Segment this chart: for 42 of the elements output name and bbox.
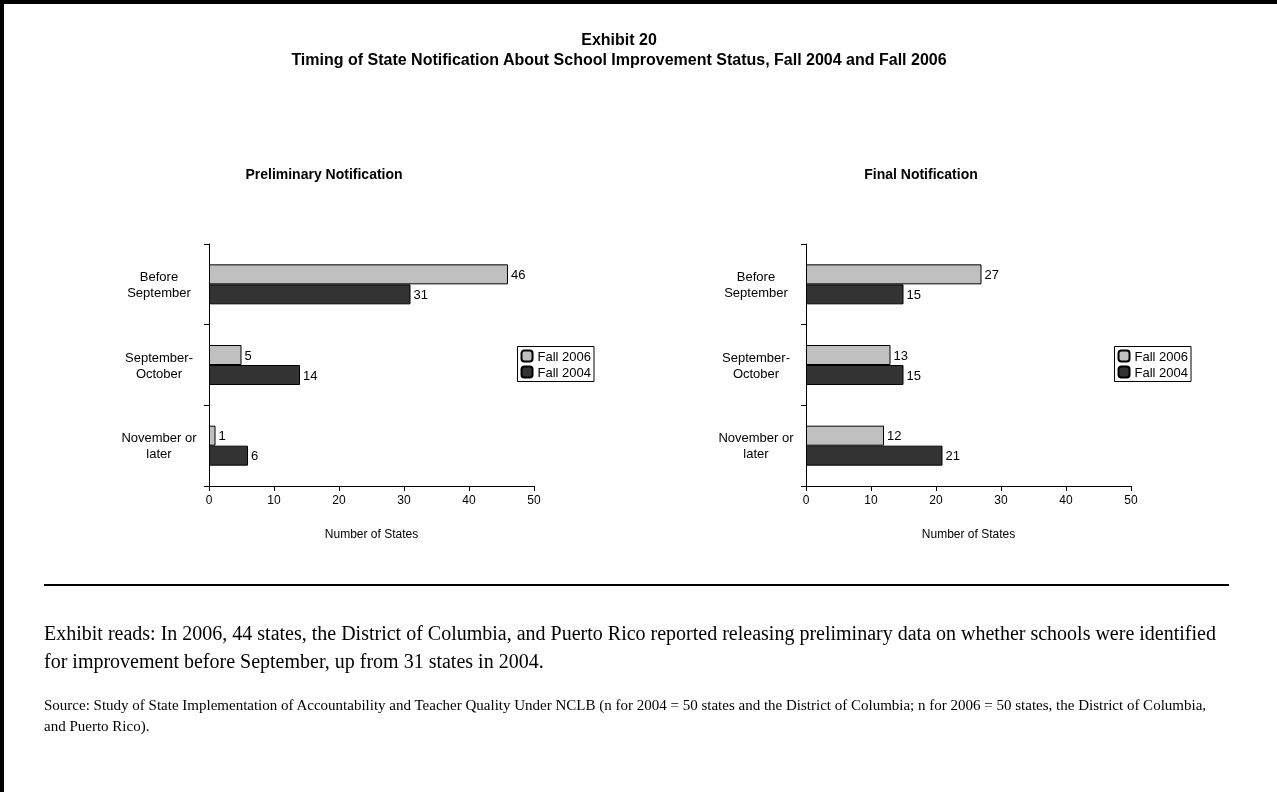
chart-title: Preliminary Notification: [245, 166, 403, 182]
data-label: 27: [984, 266, 999, 282]
legend-label: Fall 2006: [537, 348, 592, 364]
x-axis-title: Number of States: [921, 527, 1016, 541]
data-label: 14: [303, 367, 318, 383]
x-tick-label: 30: [994, 493, 1008, 507]
x-tick-label: 40: [1059, 493, 1073, 507]
y-tick-label: September- October: [722, 349, 790, 381]
x-tick-label: 0: [802, 493, 810, 507]
x-axis-title: Number of States: [324, 527, 419, 541]
x-tick-label: 50: [527, 493, 541, 507]
data-label: 21: [945, 448, 960, 464]
data-label: 31: [413, 286, 428, 302]
x-tick-label: 20: [332, 493, 346, 507]
y-tick-label: November or later: [121, 430, 198, 462]
text: Timing of State Notification About School Improvement Status, Fall 2004 and Fall 2006: [290, 50, 948, 70]
y-tick-label: November or later: [718, 430, 795, 462]
x-tick-label: 0: [205, 493, 213, 507]
legend-label: Fall 2004: [537, 364, 592, 380]
data-label: 13: [893, 347, 908, 363]
data-label: 1: [218, 428, 226, 444]
x-tick-label: 10: [267, 493, 281, 507]
x-tick-label: 40: [462, 493, 476, 507]
chart-title: Final Notification: [864, 166, 978, 182]
text: Exhibit reads: In 2006, 44 states, the District of Columbia, and Puerto Rico reported releasing preliminary data on whether schools were identified for improvement before September, up from 31 states in 2004.: [44, 621, 1217, 675]
data-label: 12: [887, 428, 902, 444]
y-tick-label: September- October: [125, 349, 193, 381]
data-label: 15: [906, 286, 921, 302]
x-tick-label: 30: [397, 493, 411, 507]
x-tick-label: 20: [929, 493, 943, 507]
data-label: 15: [906, 367, 921, 383]
x-tick-label: 10: [864, 493, 878, 507]
legend-label: Fall 2004: [1134, 364, 1189, 380]
x-tick-label: 50: [1124, 493, 1138, 507]
data-label: 5: [244, 347, 252, 363]
data-label: 46: [511, 266, 526, 282]
data-label: 6: [251, 448, 259, 464]
y-tick-label: Before September: [724, 268, 789, 300]
text: Exhibit 20: [580, 30, 658, 50]
legend-label: Fall 2006: [1134, 348, 1189, 364]
y-tick-label: Before September: [127, 268, 192, 300]
source-note: Source: Study of State Implementation of Accountability and Teacher Quality Under NCLB (n for 2004 = 50 states and the District of Columbia; n for 2006 = 50 states, the District of Columbia, and Puerto Rico).: [44, 696, 1208, 736]
